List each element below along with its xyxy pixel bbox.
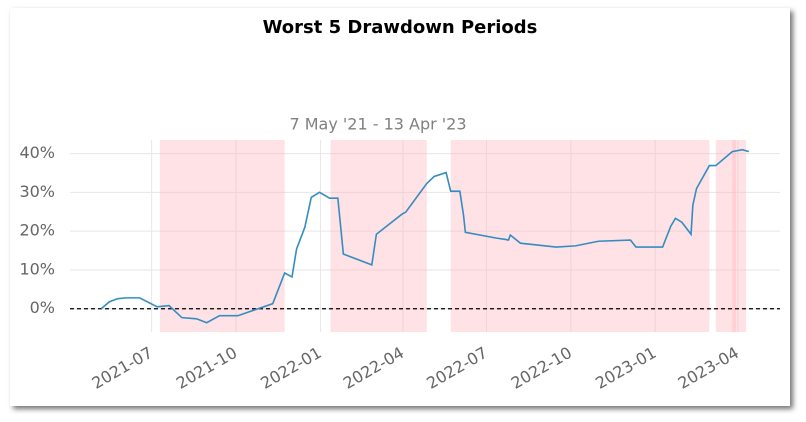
x-tick-label: 2022-10 xyxy=(508,343,575,393)
chart-subtitle: 7 May '21 - 13 Apr '23 xyxy=(289,115,466,134)
line xyxy=(100,148,750,324)
y-tick-label: 10% xyxy=(19,259,55,278)
y-tick-label: 0% xyxy=(30,298,55,317)
drawdown-period xyxy=(715,140,747,332)
x-tick-label: 2023-04 xyxy=(675,343,742,393)
x-tick-label: 2021-07 xyxy=(88,343,155,393)
drawdown-period xyxy=(330,140,427,332)
drawdown-period xyxy=(732,140,736,332)
y-tick-label: 40% xyxy=(19,143,55,162)
drawdown-period xyxy=(159,140,285,332)
y-tick-label: 30% xyxy=(19,182,55,201)
x-tick-label: 2022-04 xyxy=(340,343,407,393)
drawdown-period xyxy=(450,140,710,332)
x-tick-label: 2023-01 xyxy=(592,343,659,393)
x-tick-label: 2021-10 xyxy=(173,343,240,393)
y-tick-label: 20% xyxy=(19,221,55,240)
x-tick-label: 2022-07 xyxy=(423,343,490,393)
x-tick-label: 2022-01 xyxy=(257,343,324,393)
card xyxy=(10,8,790,406)
chart-title: Worst 5 Drawdown Periods xyxy=(263,17,538,38)
